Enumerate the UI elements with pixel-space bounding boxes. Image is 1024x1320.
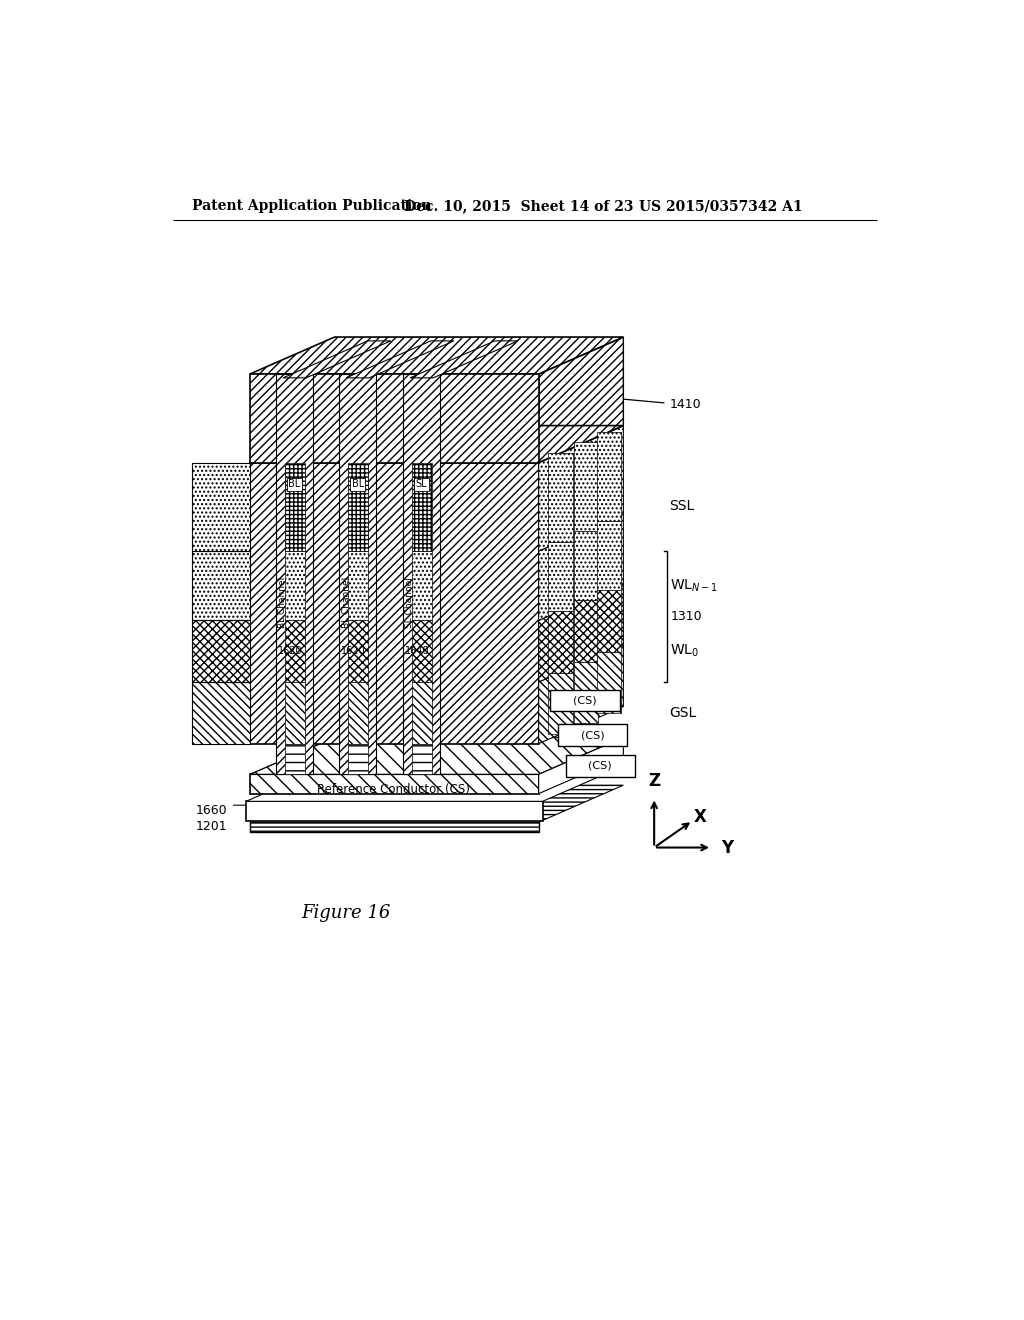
Polygon shape <box>597 432 622 521</box>
Polygon shape <box>250 462 539 743</box>
Polygon shape <box>250 738 624 775</box>
Polygon shape <box>285 682 304 743</box>
Polygon shape <box>193 552 250 620</box>
Polygon shape <box>412 620 432 682</box>
Text: Dec. 10, 2015  Sheet 14 of 23: Dec. 10, 2015 Sheet 14 of 23 <box>403 199 634 213</box>
Polygon shape <box>283 341 391 378</box>
Polygon shape <box>250 775 539 793</box>
Text: BL Channel: BL Channel <box>342 577 350 628</box>
Polygon shape <box>573 442 598 531</box>
Polygon shape <box>539 425 624 552</box>
Polygon shape <box>193 462 250 552</box>
Text: BL: BL <box>351 479 364 490</box>
Text: Y: Y <box>721 838 733 857</box>
Polygon shape <box>412 743 432 775</box>
Text: Patent Application Publication: Patent Application Publication <box>193 199 432 213</box>
Polygon shape <box>193 620 250 682</box>
Polygon shape <box>597 590 622 652</box>
Text: SSL: SSL <box>670 499 695 513</box>
Text: Reference Conductor (CS): Reference Conductor (CS) <box>317 783 470 796</box>
Polygon shape <box>573 661 598 723</box>
Polygon shape <box>412 552 432 620</box>
Text: 1660: 1660 <box>196 804 226 817</box>
Polygon shape <box>276 374 313 775</box>
Text: WL$_0$: WL$_0$ <box>670 643 698 660</box>
Polygon shape <box>548 673 572 734</box>
Text: 1310: 1310 <box>671 610 702 623</box>
Text: 1650: 1650 <box>552 347 584 360</box>
Polygon shape <box>250 374 539 462</box>
Text: Figure 16: Figure 16 <box>301 904 391 921</box>
Polygon shape <box>285 743 304 775</box>
Polygon shape <box>558 725 628 746</box>
Polygon shape <box>539 645 624 743</box>
Polygon shape <box>412 682 432 743</box>
Polygon shape <box>348 552 368 620</box>
Polygon shape <box>548 611 572 673</box>
Polygon shape <box>339 374 376 775</box>
Polygon shape <box>285 620 304 682</box>
Polygon shape <box>246 801 543 821</box>
Polygon shape <box>550 689 620 711</box>
Polygon shape <box>573 601 598 661</box>
Polygon shape <box>250 822 539 832</box>
Text: 1630: 1630 <box>297 347 427 367</box>
Polygon shape <box>539 583 624 682</box>
Polygon shape <box>597 652 622 713</box>
Polygon shape <box>565 755 635 776</box>
Polygon shape <box>348 682 368 743</box>
Polygon shape <box>410 341 518 378</box>
Polygon shape <box>348 462 368 552</box>
Polygon shape <box>548 453 572 543</box>
Polygon shape <box>412 462 432 552</box>
Polygon shape <box>348 620 368 682</box>
Polygon shape <box>348 743 368 775</box>
Polygon shape <box>285 552 304 620</box>
Polygon shape <box>548 543 572 611</box>
Polygon shape <box>597 521 622 590</box>
Polygon shape <box>250 785 624 822</box>
Text: (CS): (CS) <box>581 730 604 741</box>
Text: (CS): (CS) <box>589 760 612 771</box>
Text: 1620: 1620 <box>341 647 366 656</box>
Polygon shape <box>539 515 624 620</box>
Text: SL: SL <box>416 479 427 490</box>
Text: X: X <box>694 808 707 826</box>
Text: 1620: 1620 <box>278 647 302 656</box>
Text: BL Channel: BL Channel <box>279 577 288 628</box>
Text: SL Channel: SL Channel <box>406 577 415 628</box>
Text: WL$_{N-1}$: WL$_{N-1}$ <box>670 578 718 594</box>
Polygon shape <box>250 425 624 462</box>
Text: 1410: 1410 <box>592 396 701 412</box>
Polygon shape <box>573 531 598 601</box>
Polygon shape <box>346 341 454 378</box>
Text: GSL: GSL <box>670 706 696 719</box>
Text: US 2015/0357342 A1: US 2015/0357342 A1 <box>639 199 803 213</box>
Polygon shape <box>250 337 624 374</box>
Polygon shape <box>285 462 304 552</box>
Text: 1201: 1201 <box>196 820 226 833</box>
Polygon shape <box>403 374 440 775</box>
Polygon shape <box>193 682 250 743</box>
Polygon shape <box>539 738 624 793</box>
Text: 1640: 1640 <box>404 647 429 656</box>
Text: Z: Z <box>648 772 660 789</box>
Polygon shape <box>539 337 624 462</box>
Text: BL: BL <box>289 479 301 490</box>
Text: 1630: 1630 <box>402 347 502 360</box>
Text: (CS): (CS) <box>573 696 597 705</box>
Polygon shape <box>246 764 628 801</box>
